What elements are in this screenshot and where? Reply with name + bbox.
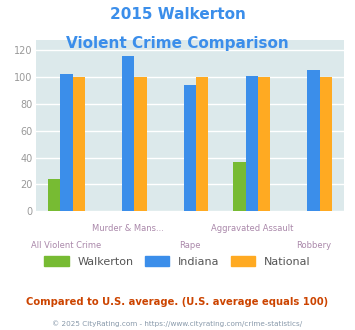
Bar — [320, 77, 332, 211]
Bar — [48, 179, 60, 211]
Bar — [307, 70, 320, 211]
Text: © 2025 CityRating.com - https://www.cityrating.com/crime-statistics/: © 2025 CityRating.com - https://www.city… — [53, 320, 302, 327]
Text: 2015 Walkerton: 2015 Walkerton — [110, 7, 245, 21]
Bar — [60, 75, 72, 211]
Bar — [122, 56, 134, 211]
Bar — [196, 77, 208, 211]
Text: Murder & Mans...: Murder & Mans... — [92, 224, 164, 233]
Legend: Walkerton, Indiana, National: Walkerton, Indiana, National — [44, 256, 311, 267]
Text: Aggravated Assault: Aggravated Assault — [211, 224, 293, 233]
Bar — [233, 162, 246, 211]
Text: Compared to U.S. average. (U.S. average equals 100): Compared to U.S. average. (U.S. average … — [26, 297, 329, 307]
Bar — [258, 77, 270, 211]
Text: All Violent Crime: All Violent Crime — [31, 241, 102, 250]
Text: Rape: Rape — [179, 241, 201, 250]
Bar — [184, 85, 196, 211]
Text: Violent Crime Comparison: Violent Crime Comparison — [66, 36, 289, 51]
Bar — [246, 76, 258, 211]
Bar — [72, 77, 85, 211]
Bar — [134, 77, 147, 211]
Text: Robbery: Robbery — [296, 241, 331, 250]
